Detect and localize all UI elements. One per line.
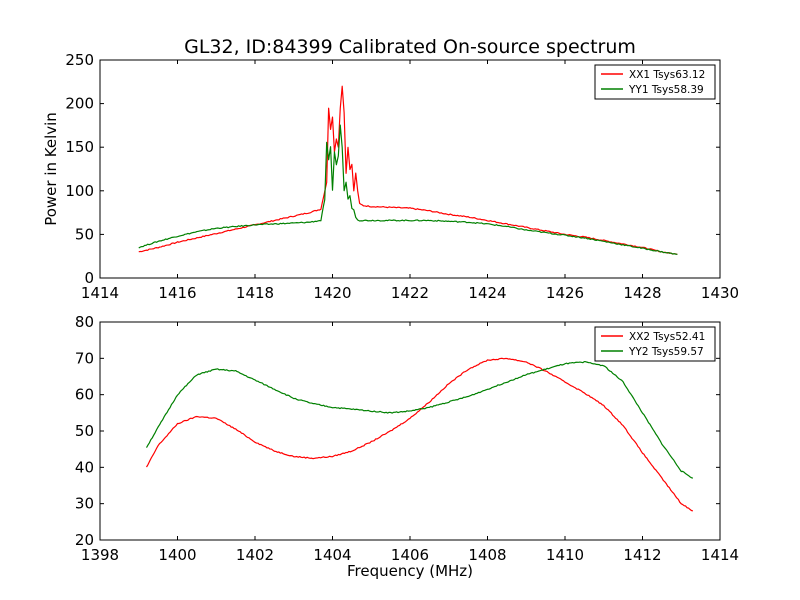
top-plot: 1414 1416 1418 1420 1422 1424 1426 1428 1430 0 50 1… <box>42 51 739 302</box>
series-line-1 <box>138 85 678 256</box>
series-line-1 <box>145 357 694 512</box>
x-tick-label: 1414 <box>81 284 119 302</box>
x-tick-label: 1428 <box>623 284 661 302</box>
y-tick-label: 20 <box>75 531 94 549</box>
y-tick-label: 50 <box>75 422 94 440</box>
x-tick-label: 1420 <box>313 284 351 302</box>
x-tick-label: 1400 <box>158 546 196 564</box>
x-tick-label: 1414 <box>701 546 739 564</box>
y-tick-label: 250 <box>65 51 94 69</box>
x-tick-label: 1416 <box>158 284 196 302</box>
y-tick-label: 70 <box>75 349 94 367</box>
legend-label: XX2 Tsys52.41 <box>629 331 705 343</box>
y-tick-label: 150 <box>65 138 94 156</box>
x-tick-label: 1422 <box>391 284 429 302</box>
x-tick-label: 1398 <box>81 546 119 564</box>
y-tick-label: 60 <box>75 386 94 404</box>
legend-box <box>594 326 716 362</box>
x-tick-label: 1430 <box>701 284 739 302</box>
x-tick-label: 1426 <box>546 284 584 302</box>
x-tick-label: 1406 <box>391 546 429 564</box>
y-tick-label: 40 <box>75 458 94 476</box>
series-line-2 <box>145 360 694 479</box>
y-tick-label: 80 <box>75 313 94 331</box>
y-tick-label: 200 <box>65 95 94 113</box>
x-tick-label: 1412 <box>623 546 661 564</box>
y-tick-label: 100 <box>65 182 94 200</box>
legend: XX2 Tsys52.41 YY2 Tsys59.57 <box>594 326 716 362</box>
y-axis-label: Power in Kelvin <box>42 112 60 226</box>
legend-label: YY1 Tsys58.39 <box>628 84 704 96</box>
y-tick-label: 30 <box>75 495 94 513</box>
legend-label: XX1 Tsys63.12 <box>629 69 705 81</box>
x-tick-label: 1424 <box>468 284 506 302</box>
y-tick-label: 50 <box>75 225 94 243</box>
figure-title: GL32, ID:84399 Calibrated On-source spec… <box>184 36 636 58</box>
bottom-plot: 1398 1400 1402 1404 1406 1408 1410 1412 1414 20 30… <box>75 313 739 580</box>
y-tick-label: 0 <box>84 269 94 287</box>
legend: XX1 Tsys63.12 YY1 Tsys58.39 <box>594 64 716 100</box>
x-tick-label: 1410 <box>546 546 584 564</box>
legend-box <box>594 64 716 100</box>
x-tick-label: 1418 <box>236 284 274 302</box>
series-line-2 <box>138 124 678 256</box>
x-tick-label: 1408 <box>468 546 506 564</box>
x-tick-label: 1402 <box>236 546 274 564</box>
legend-label: YY2 Tsys59.57 <box>628 346 704 358</box>
x-tick-label: 1404 <box>313 546 351 564</box>
x-axis-label: Frequency (MHz) <box>347 562 473 580</box>
